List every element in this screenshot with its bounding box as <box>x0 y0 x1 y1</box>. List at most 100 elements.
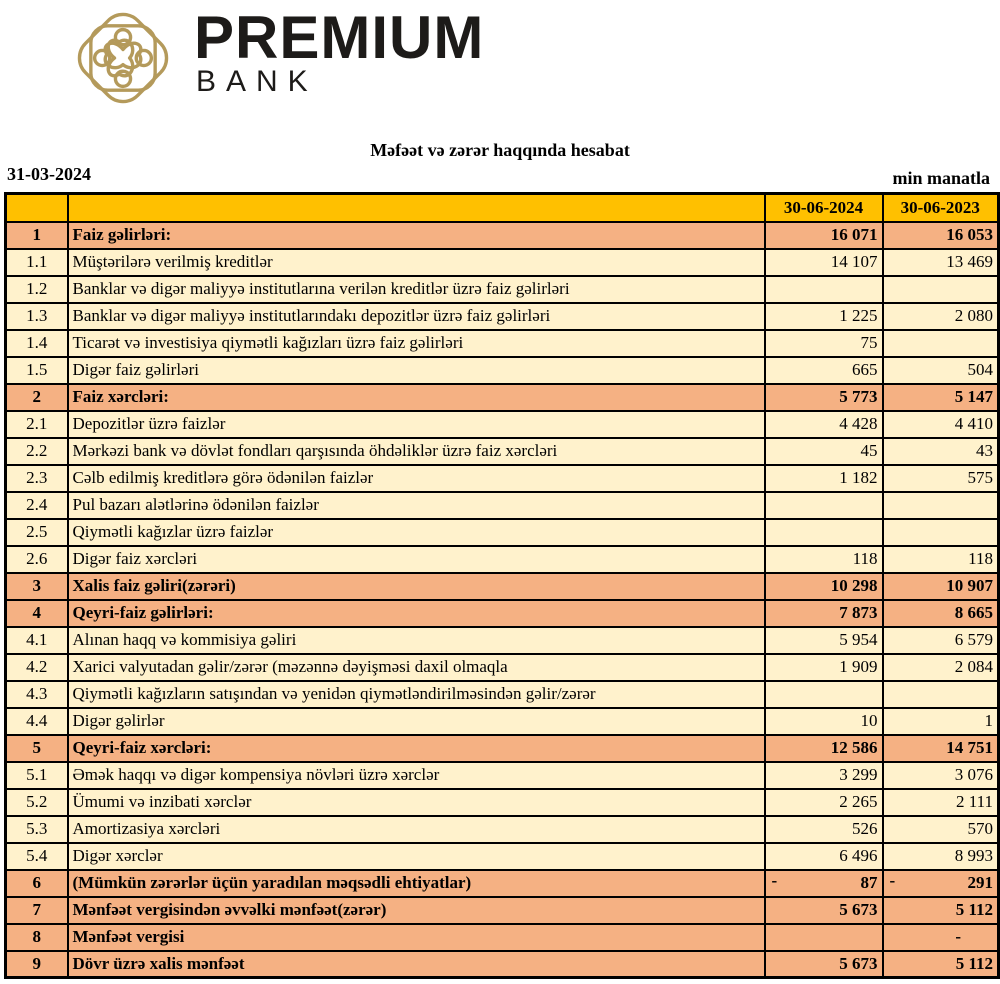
value-2024: 7 873 <box>763 598 884 628</box>
detail-row: 1.2 Banklar və digər maliyyə institutları… <box>4 274 1000 304</box>
bank-name: PREMIUM <box>194 4 485 71</box>
value-2024: 1 909 <box>763 652 884 682</box>
value-2023: 2 111 <box>881 787 1000 817</box>
row-label: Mənfəət vergisi <box>66 922 766 952</box>
value-2023: 2 080 <box>881 301 1000 331</box>
row-label: Amortizasiya xərcləri <box>66 814 766 844</box>
knot-emblem-icon <box>77 12 169 104</box>
value-2024: 10 <box>763 706 884 736</box>
row-number: 1.5 <box>4 355 69 385</box>
row-label: Banklar və digər maliyyə institutlarına … <box>66 274 766 304</box>
table-header-row: 30-06-2024 30-06-2023 <box>4 192 1000 223</box>
value-2023 <box>881 274 1000 304</box>
value-text: 1 225 <box>839 306 878 325</box>
value-text: 4 410 <box>954 414 993 433</box>
summary-row: 2 Faiz xərcləri: 5 773 5 147 <box>4 382 1000 412</box>
value-text: 12 586 <box>830 738 878 757</box>
row-label: Pul bazarı alətlərinə ödənilən faizlər <box>66 490 766 520</box>
value-2023 <box>881 679 1000 709</box>
value-2024: 5 673 <box>763 949 884 979</box>
detail-row: 5.1 Əmək haqqı və digər kompensiya növlər… <box>4 760 1000 790</box>
row-number: 4 <box>4 598 69 628</box>
value-2024: 5 954 <box>763 625 884 655</box>
row-label: (Mümkün zərərlər üçün yaradılan məqsədli… <box>66 868 766 898</box>
row-number: 5 <box>4 733 69 763</box>
value-2024: 5 773 <box>763 382 884 412</box>
row-number: 5.2 <box>4 787 69 817</box>
row-number: 2.6 <box>4 544 69 574</box>
value-text: 10 907 <box>946 576 993 595</box>
row-label: Qeyri-faiz xərcləri: <box>66 733 766 763</box>
row-number: 7 <box>4 895 69 925</box>
row-label: Banklar və digər maliyyə institutlarında… <box>66 301 766 331</box>
value-text: 13 469 <box>946 252 993 271</box>
bank-subname: BANK <box>196 65 318 98</box>
row-number: 1.1 <box>4 247 69 277</box>
row-number: 5.4 <box>4 841 69 871</box>
value-text: 45 <box>860 441 878 460</box>
value-2023: 570 <box>881 814 1000 844</box>
value-text: 75 <box>860 333 878 352</box>
value-text: 1 182 <box>839 468 878 487</box>
value-text: 8 993 <box>954 846 993 865</box>
row-label: Qiymətli kağızlar üzrə faizlər <box>66 517 766 547</box>
row-label: Digər faiz gəlirləri <box>66 355 766 385</box>
value-2023: 2 084 <box>881 652 1000 682</box>
detail-row: 1.5 Digər faiz gəlirləri 665 504 <box>4 355 1000 385</box>
value-2024: 45 <box>763 436 884 466</box>
value-2024: 3 299 <box>763 760 884 790</box>
row-number: 3 <box>4 571 69 601</box>
detail-row: 1.1 Müştərilərə verilmiş kreditlər 14 107 1… <box>4 247 1000 277</box>
value-2024: - 87 <box>763 868 884 898</box>
row-label: Dövr üzrə xalis mənfəət <box>66 949 766 979</box>
value-text: 5 673 <box>839 953 878 973</box>
value-text: 665 <box>852 360 878 379</box>
value-2023 <box>881 328 1000 358</box>
bank-logo: PREMIUM BANK <box>66 6 484 110</box>
value-text: 575 <box>967 468 994 487</box>
value-text: 118 <box>852 549 878 568</box>
value-text: 1 <box>984 711 994 730</box>
value-2024: 75 <box>763 328 884 358</box>
value-text: 5 112 <box>955 900 993 919</box>
value-2024: 1 225 <box>763 301 884 331</box>
row-label: Faiz xərcləri: <box>66 382 766 412</box>
row-label: Ticarət və investisiya qiymətli kağızlar… <box>66 328 766 358</box>
value-2023: 3 076 <box>881 760 1000 790</box>
detail-row: 2.1 Depozitlər üzrə faizlər 4 428 4 410 <box>4 409 1000 439</box>
row-label: Xalis faiz gəliri(zərəri) <box>66 571 766 601</box>
row-label: Depozitlər üzrə faizlər <box>66 409 766 439</box>
value-2023: 8 665 <box>881 598 1000 628</box>
detail-row: 2.6 Digər faiz xərcləri 118 118 <box>4 544 1000 574</box>
minus-sign: - <box>889 870 896 890</box>
value-2024: 5 673 <box>763 895 884 925</box>
row-number: 2.2 <box>4 436 69 466</box>
value-2023: 575 <box>881 463 1000 493</box>
row-number: 1.2 <box>4 274 69 304</box>
minus-sign: - <box>771 870 778 890</box>
value-2024: 4 428 <box>763 409 884 439</box>
value-text: 1 909 <box>839 657 878 676</box>
value-text: 14 751 <box>946 738 993 757</box>
value-2024: 2 265 <box>763 787 884 817</box>
value-text: 504 <box>967 360 994 379</box>
value-2024: 665 <box>763 355 884 385</box>
value-2023: 118 <box>881 544 1000 574</box>
value-2023: 13 469 <box>881 247 1000 277</box>
value-text: 8 665 <box>954 603 993 622</box>
summary-row: 7 Mənfəət vergisindən əvvəlki mənfəət(zər… <box>4 895 1000 925</box>
value-2023: 14 751 <box>881 733 1000 763</box>
value-text: 7 873 <box>839 603 878 622</box>
report-title: Məfəət və zərər haqqında hesabat <box>370 140 630 160</box>
value-2023: - 291 <box>881 868 1000 898</box>
table-body: 1 Faiz gəlirləri: 16 071 16 053 1.1 Müştərilə… <box>4 220 1000 979</box>
row-label: Digər faiz xərcləri <box>66 544 766 574</box>
row-number: 2.1 <box>4 409 69 439</box>
value-2024: 118 <box>763 544 884 574</box>
value-text: 570 <box>967 819 994 838</box>
value-text: 10 <box>860 711 878 730</box>
row-number: 1 <box>4 220 69 250</box>
header-col-2024: 30-06-2024 <box>763 192 884 223</box>
summary-row: 8 Mənfəət vergisi - <box>4 922 1000 952</box>
row-number: 4.2 <box>4 652 69 682</box>
